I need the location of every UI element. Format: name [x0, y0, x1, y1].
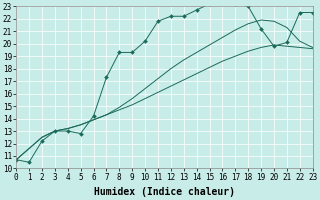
X-axis label: Humidex (Indice chaleur): Humidex (Indice chaleur) — [94, 187, 235, 197]
